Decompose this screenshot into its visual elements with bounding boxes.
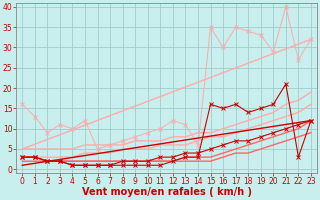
X-axis label: Vent moyen/en rafales ( km/h ): Vent moyen/en rafales ( km/h ) [82, 187, 252, 197]
